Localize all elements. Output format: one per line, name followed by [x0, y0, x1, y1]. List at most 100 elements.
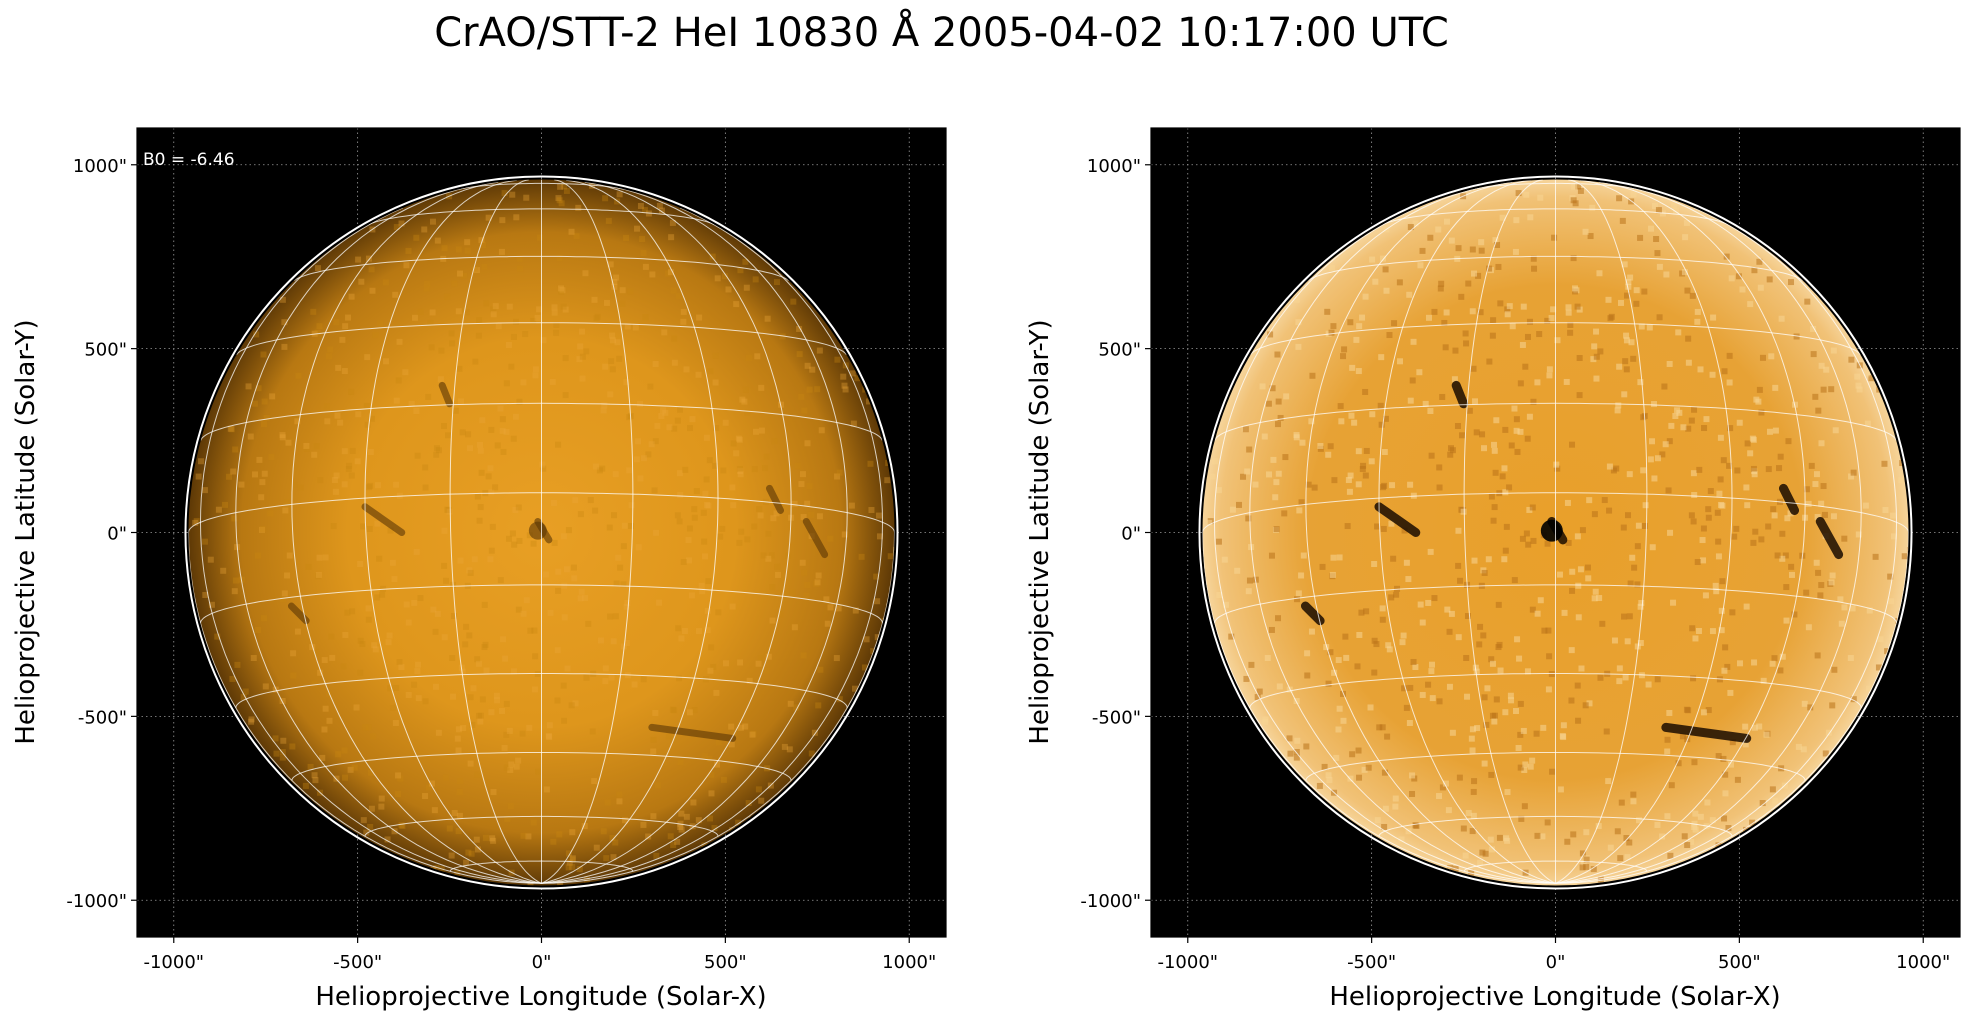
longitude-line	[1555, 179, 1648, 884]
surface-granule	[603, 299, 610, 306]
surface-granule	[1362, 293, 1369, 300]
surface-granule	[481, 263, 488, 270]
surface-granule	[1376, 724, 1383, 731]
surface-granule	[572, 700, 579, 707]
surface-granule	[803, 592, 810, 599]
surface-granule	[1784, 515, 1791, 522]
surface-granule	[1583, 829, 1590, 836]
surface-granule	[1545, 686, 1552, 693]
surface-granule	[1804, 298, 1811, 305]
surface-granule	[1633, 300, 1640, 307]
surface-granule	[1637, 379, 1644, 386]
surface-granule	[1496, 834, 1503, 841]
surface-granule	[1625, 512, 1632, 519]
surface-granule	[1626, 839, 1633, 846]
surface-granule	[1656, 263, 1663, 270]
surface-granule	[1392, 803, 1399, 810]
surface-granule	[328, 633, 335, 640]
surface-granule	[678, 826, 685, 833]
surface-granule	[1705, 514, 1712, 521]
surface-granule	[290, 672, 297, 679]
surface-granule	[364, 421, 371, 428]
x-tick-label: -500"	[333, 952, 382, 973]
surface-granule	[432, 683, 439, 690]
surface-granule	[500, 448, 507, 455]
surface-granule	[1412, 822, 1419, 829]
surface-granule	[685, 537, 692, 544]
x-tick-label: 0"	[1546, 952, 1566, 973]
surface-granule	[1756, 723, 1763, 730]
surface-granule	[508, 363, 515, 370]
surface-granule	[460, 725, 467, 732]
surface-granule	[290, 650, 297, 657]
longitude-line	[1555, 181, 1806, 884]
surface-granule	[490, 789, 497, 796]
surface-granule	[608, 674, 615, 681]
surface-granule	[393, 684, 400, 691]
surface-granule	[1787, 510, 1794, 517]
surface-granule	[1830, 347, 1837, 354]
surface-granule	[291, 481, 298, 488]
surface-granule	[576, 866, 583, 873]
surface-granule	[1684, 287, 1691, 294]
surface-granule	[680, 559, 687, 566]
surface-granule	[721, 273, 728, 280]
surface-granule	[488, 709, 495, 716]
surface-granule	[602, 363, 609, 370]
solar-features	[192, 182, 895, 886]
surface-granule	[1751, 267, 1758, 274]
surface-granule	[1443, 218, 1450, 225]
surface-granule	[1710, 314, 1717, 321]
surface-granule	[1654, 250, 1661, 257]
surface-granule	[854, 375, 861, 382]
surface-granule	[1828, 386, 1835, 393]
surface-granule	[1670, 202, 1677, 209]
surface-granule	[1616, 678, 1623, 685]
surface-granule	[345, 466, 352, 473]
longitude-line	[1555, 186, 1862, 884]
surface-granule	[555, 587, 562, 594]
surface-granule	[539, 461, 546, 468]
surface-granule	[1489, 332, 1496, 339]
surface-granule	[348, 388, 355, 395]
surface-granule	[414, 452, 421, 459]
surface-granule	[536, 306, 543, 313]
surface-granule	[515, 757, 522, 764]
surface-granule	[735, 819, 742, 826]
surface-granule	[1428, 452, 1435, 459]
surface-granule	[1347, 472, 1354, 479]
surface-granule	[1654, 821, 1661, 828]
surface-granule	[1381, 482, 1388, 489]
surface-granule	[1456, 774, 1463, 781]
surface-granule	[1758, 536, 1765, 543]
surface-granule	[620, 543, 627, 550]
surface-granule	[722, 660, 729, 667]
surface-granule	[1810, 325, 1817, 332]
surface-granule	[874, 598, 881, 605]
surface-granule	[1653, 236, 1660, 243]
surface-granule	[455, 726, 462, 733]
surface-granule	[616, 791, 623, 798]
surface-granule	[516, 255, 523, 262]
surface-granule	[712, 379, 719, 386]
surface-granule	[472, 358, 479, 365]
surface-granule	[1507, 692, 1514, 699]
surface-granule	[504, 815, 511, 822]
surface-granule	[1667, 852, 1674, 859]
surface-granule	[1417, 262, 1424, 269]
surface-granule	[1633, 287, 1640, 294]
surface-granule	[1327, 443, 1334, 450]
surface-granule	[1446, 628, 1453, 635]
surface-granule	[1771, 655, 1778, 662]
surface-granule	[1524, 668, 1531, 675]
surface-granule	[284, 499, 291, 506]
surface-granule	[1591, 595, 1598, 602]
surface-granule	[1321, 763, 1328, 770]
surface-granule	[701, 842, 708, 849]
surface-granule	[1506, 484, 1513, 491]
surface-granule	[610, 638, 617, 645]
surface-granule	[1489, 660, 1496, 667]
surface-granule	[1778, 315, 1785, 322]
surface-granule	[1276, 683, 1283, 690]
surface-granule	[1451, 376, 1458, 383]
